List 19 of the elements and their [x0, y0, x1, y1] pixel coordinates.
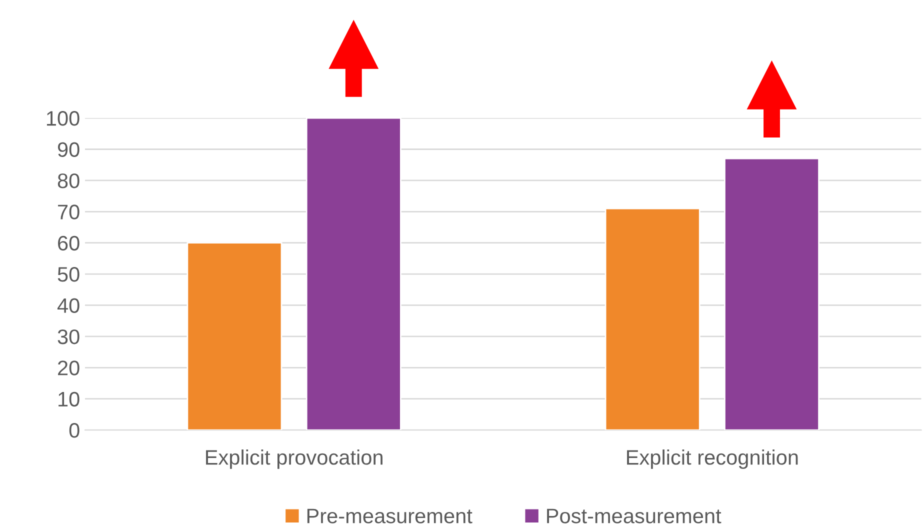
- y-tick-label: 50: [58, 267, 80, 282]
- y-tick-label: 0: [69, 423, 80, 438]
- legend-label: Post-measurement: [547, 508, 722, 524]
- x-tick-label: Explicit recognition: [627, 449, 798, 469]
- bar: [724, 158, 820, 430]
- y-tick-label: 40: [57, 298, 80, 313]
- y-tick-label: 30: [58, 329, 80, 344]
- x-tick-label: Explicit provocation: [206, 449, 382, 469]
- bar: [186, 242, 282, 430]
- y-tick-label: 60: [58, 236, 80, 251]
- bar: [306, 118, 402, 430]
- y-tick-label: 10: [58, 392, 80, 407]
- y-tick-label: 70: [58, 204, 80, 220]
- y-tick-label: 100: [46, 111, 80, 126]
- y-tick-label: 90: [58, 142, 80, 157]
- y-tick-label: 80: [58, 173, 80, 188]
- legend-label: Pre-measurement: [307, 508, 472, 524]
- bar: [604, 208, 700, 430]
- y-tick-label: 20: [58, 360, 80, 376]
